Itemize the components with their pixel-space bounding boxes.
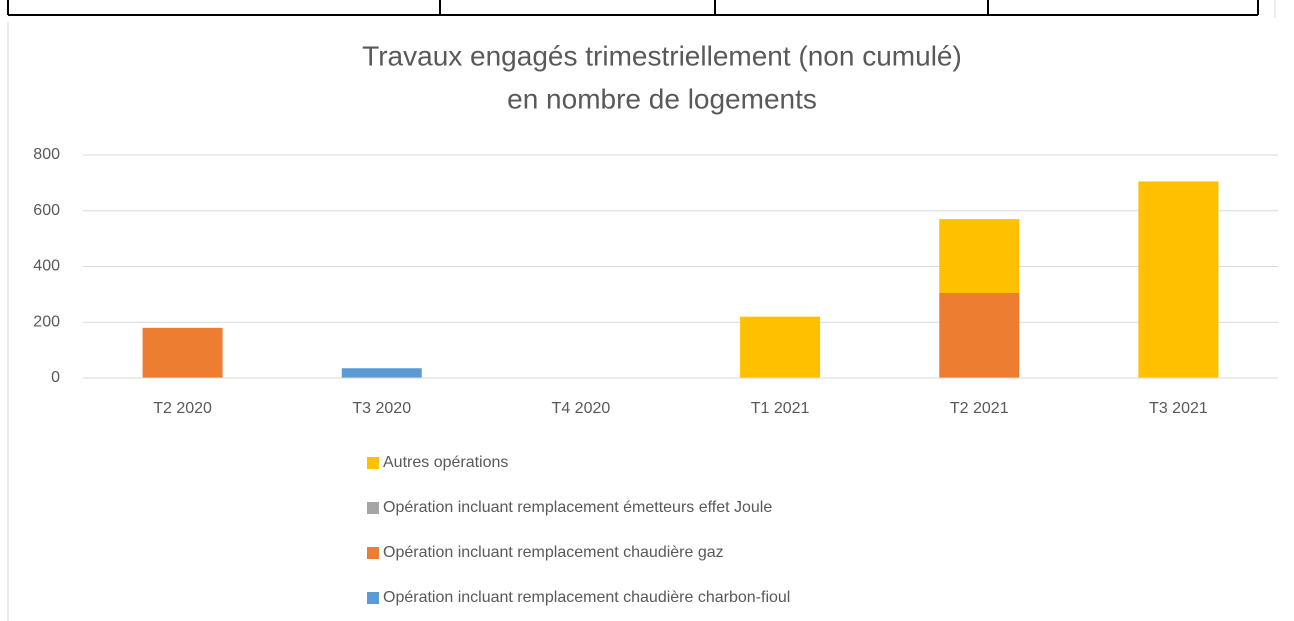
bar-segment xyxy=(939,219,1020,293)
bar-segment xyxy=(341,368,422,378)
table-border xyxy=(7,0,1259,16)
y-tick-label: 200 xyxy=(33,313,60,330)
x-tick-label: T2 2020 xyxy=(153,400,212,417)
x-tick-label: T3 2020 xyxy=(352,400,411,417)
y-tick-label: 400 xyxy=(33,258,60,275)
legend-swatch xyxy=(367,457,379,469)
x-tick-label: T3 2021 xyxy=(1149,400,1208,417)
legend-swatch xyxy=(367,592,379,604)
bar-segment xyxy=(939,292,1020,378)
bar-segment xyxy=(1138,181,1219,378)
legend-label: Opération incluant remplacement chaudièr… xyxy=(383,544,724,561)
chart-title: Travaux engagés trimestriellement (non c… xyxy=(362,40,962,71)
x-tick-label: T2 2021 xyxy=(950,400,1009,417)
bar-segment xyxy=(142,327,223,378)
legend-label: Autres opérations xyxy=(383,454,508,471)
legend-label: Opération incluant remplacement émetteur… xyxy=(383,499,772,516)
x-tick-label: T1 2021 xyxy=(751,400,810,417)
chart-title: en nombre de logements xyxy=(507,83,817,114)
y-tick-label: 0 xyxy=(51,369,60,386)
bar-segment xyxy=(740,316,821,378)
legend-label: Opération incluant remplacement chaudièr… xyxy=(383,589,790,606)
legend-swatch xyxy=(367,502,379,514)
x-tick-label: T4 2020 xyxy=(552,400,611,417)
y-tick-label: 600 xyxy=(33,202,60,219)
legend-swatch xyxy=(367,547,379,559)
y-tick-label: 800 xyxy=(33,146,60,163)
